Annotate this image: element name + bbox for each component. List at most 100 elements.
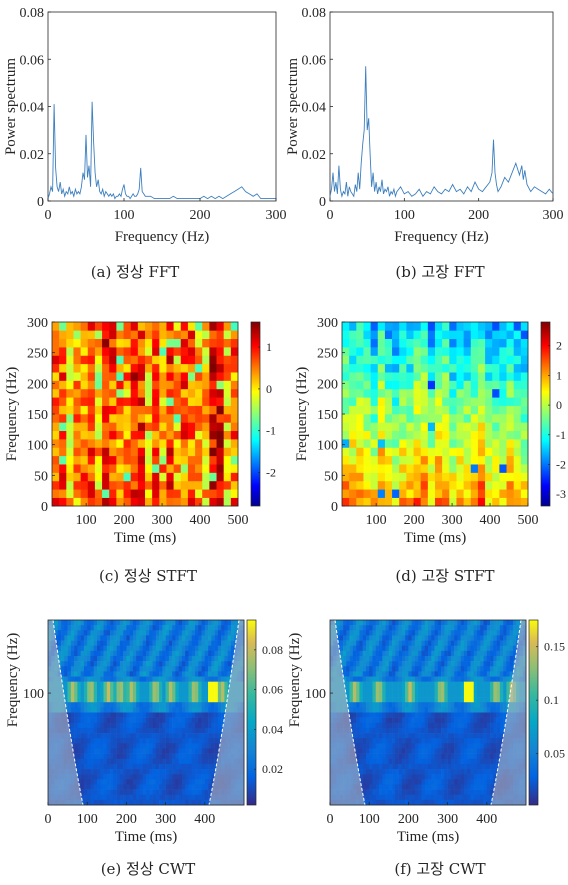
heatmap-cell <box>52 497 60 507</box>
heatmap-cell <box>392 388 400 398</box>
scalogram-cell <box>408 774 412 780</box>
scalogram-cell <box>431 640 435 646</box>
scalogram-cell <box>431 799 435 806</box>
scalogram-cell <box>77 676 81 682</box>
scalogram-cell <box>116 650 121 657</box>
x-tick-label: 300 <box>442 513 463 528</box>
heatmap-cell <box>384 363 393 373</box>
scalogram-cell <box>181 702 186 708</box>
scalogram-cell <box>369 758 373 765</box>
scalogram-cell <box>437 686 442 693</box>
scalogram-cell <box>159 753 163 760</box>
scalogram-cell <box>139 722 144 729</box>
heatmap-cell <box>399 355 407 365</box>
scalogram-cell <box>57 635 62 641</box>
scalogram-cell <box>457 630 461 636</box>
scalogram-cell <box>198 799 202 806</box>
heatmap-cell <box>413 439 421 448</box>
scalogram-cell <box>352 671 357 677</box>
scalogram-cell <box>175 733 179 739</box>
heatmap-cell <box>449 497 457 507</box>
scalogram-cell <box>359 661 363 667</box>
scalogram-cell <box>414 743 419 749</box>
heatmap-cell <box>356 397 364 406</box>
scalogram-cell <box>398 738 403 744</box>
scalogram-cell <box>431 727 435 734</box>
scalogram-cell <box>411 650 416 657</box>
scalogram-cell <box>146 661 150 667</box>
scalogram-cell <box>155 799 160 806</box>
heatmap-cell <box>216 380 224 390</box>
heatmap-cell <box>442 422 450 432</box>
scalogram-cell <box>444 794 448 801</box>
scalogram-cell <box>93 779 98 785</box>
scalogram-cell <box>460 753 465 760</box>
scalogram-cell <box>365 630 370 636</box>
scalogram-cell <box>162 655 166 662</box>
scalogram-cell <box>172 702 176 708</box>
heatmap-cell <box>470 430 479 440</box>
scalogram-cell <box>188 784 193 790</box>
scalogram-cell <box>201 727 206 734</box>
scalogram-cell <box>110 743 114 749</box>
scalogram-cell <box>175 722 179 729</box>
scalogram-cell <box>457 686 461 693</box>
scalogram-cell <box>349 620 354 626</box>
scalogram-cell <box>61 640 65 646</box>
heatmap-cell <box>52 480 60 490</box>
scalogram-cell <box>428 743 432 749</box>
scalogram-cell <box>395 655 399 662</box>
heatmap-cell <box>406 347 414 356</box>
scalogram-cell <box>100 784 104 790</box>
scalogram-cell <box>119 774 124 780</box>
scalogram-cell <box>181 753 186 760</box>
scalogram-cell <box>136 779 140 785</box>
heatmap-cell <box>166 489 174 498</box>
scalogram-cell <box>168 738 173 744</box>
scalogram-cell <box>64 630 68 636</box>
heatmap-cell <box>463 338 472 348</box>
scalogram-cell <box>434 738 439 744</box>
scalogram-cell <box>395 620 399 626</box>
scalogram-cell <box>395 666 399 672</box>
scalogram-cell <box>441 625 445 631</box>
scalogram-cell <box>441 743 445 749</box>
scalogram-cell <box>103 712 108 718</box>
scalogram-cell <box>90 676 95 682</box>
heatmap-cell <box>145 388 153 398</box>
scalogram-cell <box>123 661 127 667</box>
scalogram-cell <box>83 625 88 631</box>
scalogram-cell <box>77 774 81 780</box>
scalogram-cell <box>152 640 157 646</box>
scalogram-cell <box>379 691 383 698</box>
scalogram-cell <box>375 758 380 765</box>
heatmap-cell <box>166 439 174 448</box>
scalogram-cell <box>165 681 170 688</box>
heatmap-cell <box>485 355 493 365</box>
scalogram-cell <box>227 640 232 646</box>
scalogram-cell <box>168 650 173 657</box>
scalogram-cell <box>463 727 468 734</box>
heatmap-cell <box>230 497 239 507</box>
heatmap-cell <box>80 355 89 365</box>
heatmap-cell <box>59 480 67 490</box>
scalogram-cell <box>208 763 212 770</box>
scalogram-cell <box>356 650 360 657</box>
heatmap-cell <box>513 405 522 415</box>
scalogram-cell <box>431 620 435 626</box>
heatmap-cell <box>399 464 407 473</box>
scalogram-cell <box>97 666 101 672</box>
heatmap-cell <box>230 464 239 473</box>
heatmap-cell <box>116 355 124 365</box>
scalogram-cell <box>146 712 150 718</box>
scalogram-cell <box>214 753 219 760</box>
scalogram-cell <box>352 702 357 708</box>
scalogram-cell <box>172 763 176 770</box>
scalogram-cell <box>152 686 157 693</box>
heatmap-cell <box>230 355 239 365</box>
scalogram-cell <box>346 655 350 662</box>
scalogram-cell <box>414 691 419 698</box>
heatmap-cell <box>399 338 407 348</box>
heatmap-cell <box>470 330 479 340</box>
scalogram-cell <box>428 691 432 698</box>
